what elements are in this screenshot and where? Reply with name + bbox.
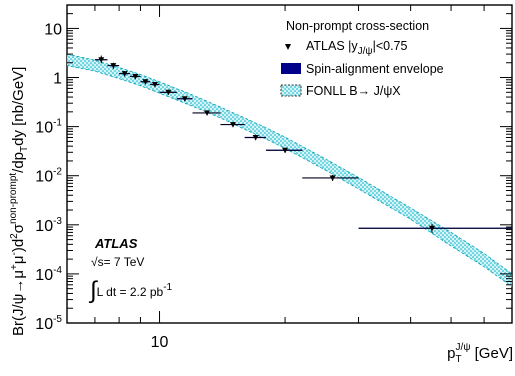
data-point bbox=[428, 225, 435, 232]
data-point bbox=[282, 147, 289, 154]
data-point bbox=[142, 79, 149, 85]
y-tick-label: 10-4 bbox=[35, 265, 62, 284]
legend: Non-prompt cross-section ATLAS |yJ/ψ|<0.… bbox=[280, 19, 444, 98]
data-point bbox=[98, 57, 105, 63]
legend-header: Non-prompt cross-section bbox=[286, 19, 429, 33]
data-point bbox=[252, 135, 259, 141]
data-point bbox=[229, 122, 236, 128]
data-point bbox=[181, 96, 188, 102]
energy-label: √s= 7 TeV bbox=[91, 255, 144, 269]
data-points-layer bbox=[94, 55, 512, 234]
y-tick-label: 10-5 bbox=[35, 314, 62, 333]
lumi-label: ∫L dt = 2.2 pb-1 bbox=[88, 277, 173, 304]
data-point bbox=[204, 110, 211, 116]
atlas-label: ATLAS bbox=[94, 236, 138, 251]
y-tick-label: 10-1 bbox=[35, 118, 62, 137]
legend-entry-spin: Spin-alignment envelope bbox=[306, 62, 444, 76]
y-tick-label: 1 bbox=[53, 71, 62, 88]
data-point bbox=[165, 89, 172, 96]
data-point bbox=[110, 63, 117, 69]
plot-frame bbox=[66, 4, 513, 324]
legend-marker-spin bbox=[281, 63, 301, 74]
y-tick-label: 10-2 bbox=[35, 167, 62, 186]
legend-entry-atlas: ATLAS |yJ/ψ|<0.75 bbox=[306, 39, 408, 57]
data-point bbox=[132, 73, 139, 80]
tick-labels: 10 1 10-1 10-2 10-3 10-4 10-5 10 bbox=[35, 21, 168, 351]
legend-entry-fonll: FONLL B→ J/ψX bbox=[306, 84, 401, 98]
fonll-band bbox=[67, 53, 512, 288]
y-axis-title: Br(J/ψ→μ+μ-)d2σnon-prompt/dpTdy [nb/GeV] bbox=[8, 67, 30, 336]
y-tick-label: 10 bbox=[44, 21, 62, 38]
experiment-info: ATLAS √s= 7 TeV ∫L dt = 2.2 pb-1 bbox=[88, 236, 173, 304]
legend-marker-triangle bbox=[285, 44, 291, 50]
data-point bbox=[151, 82, 158, 88]
fonll-band-layer bbox=[67, 53, 512, 288]
data-point bbox=[121, 71, 128, 77]
x-tick-label: 10 bbox=[151, 334, 169, 351]
data-point bbox=[329, 175, 336, 181]
axis-ticks bbox=[66, 4, 513, 324]
x-axis-title: pTJ/ψ [GeV] bbox=[447, 342, 513, 365]
legend-marker-fonll bbox=[280, 84, 302, 97]
y-tick-label: 10-3 bbox=[35, 216, 62, 235]
